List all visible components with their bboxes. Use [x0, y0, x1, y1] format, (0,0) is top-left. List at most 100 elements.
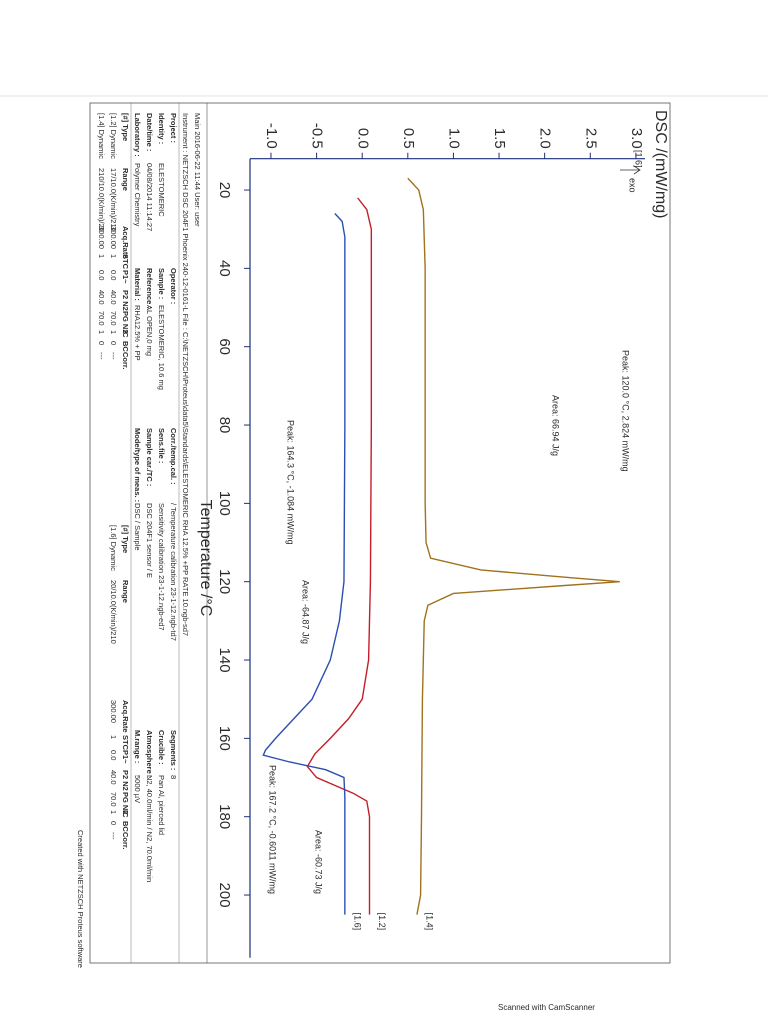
info-value: DSC 204F1 sensor / E	[145, 503, 154, 578]
table-header: [#] Type	[121, 113, 130, 141]
info-label: Crucible :	[157, 730, 166, 765]
table-header: PG N2	[121, 792, 130, 815]
table-header: P1~	[121, 750, 130, 764]
series-label: [1.6]	[352, 913, 362, 931]
x-tick-label: 20	[216, 182, 233, 199]
table-cell: 1	[109, 330, 118, 334]
info-label: Atmosphere :	[145, 730, 154, 778]
info-value: DSC / Sample	[133, 503, 142, 551]
x-tick-label: 180	[216, 804, 233, 829]
table-cell: ---	[109, 352, 118, 360]
scanner-note: Scanned with CamScanner	[498, 1003, 595, 1012]
series-label: [1.4]	[425, 913, 435, 931]
info-label: Project :	[169, 113, 178, 143]
series-line	[407, 177, 620, 915]
x-tick-label: 140	[216, 648, 233, 673]
info-label: Date/time :	[145, 113, 154, 151]
table-header: Corr.	[121, 832, 130, 850]
info-value: Pan Al, pierced lid	[157, 775, 166, 835]
y-tick-label: 1.5	[491, 128, 508, 149]
info-label: Sample car./TC :	[145, 428, 154, 486]
x-tick-label: 40	[216, 260, 233, 277]
info-label: Mode/type of meas. :	[133, 428, 142, 502]
table-cell: 70.0	[109, 311, 118, 326]
table-cell: 210/10.0(K/min)/20	[97, 168, 106, 232]
table-header: Acq.Rate	[121, 700, 130, 733]
info-label: Sens.file :	[157, 428, 166, 463]
table-header: P1~	[121, 270, 130, 284]
table-cell: 300.00	[97, 226, 106, 249]
table-header: IC	[121, 810, 130, 818]
x-tick-label: 100	[216, 491, 233, 516]
y-tick-label: 0.5	[400, 128, 417, 149]
table-cell: 0.0	[109, 270, 118, 280]
table-cell: [1.2] Dynamic	[109, 113, 118, 159]
info-label: Material :	[133, 268, 142, 301]
table-header: Range	[121, 168, 130, 191]
table-cell: 1	[109, 735, 118, 739]
info-label: Reference :	[145, 268, 154, 309]
series-label: [1.2]	[377, 913, 387, 931]
annotation: Peak: 164.3 °C, -1.084 mW/mg	[286, 420, 296, 545]
table-cell: ---	[97, 352, 106, 360]
table-cell: 0	[97, 341, 106, 345]
table-header: [#] Type	[121, 525, 130, 553]
info-value: ELESTOMERIC, 10.6 mg	[157, 305, 166, 390]
y-tick-label: 2.5	[582, 128, 599, 149]
info-value: RHA12.5% + PP	[133, 305, 142, 361]
table-cell: 1	[109, 254, 118, 258]
annotation: Area: -60.73 J/g	[314, 830, 324, 894]
y-tick-label: -1.0	[263, 123, 280, 149]
header-main: Main 2016-06-22 11:44 User: user	[193, 113, 202, 227]
info-value: ELESTOMERIC	[157, 163, 166, 217]
exo-label: exo	[628, 178, 638, 193]
y-axis-title: DSC /(mW/mg)	[652, 110, 669, 218]
table-header: Range	[121, 580, 130, 603]
x-tick-label: 120	[216, 569, 233, 594]
table-cell: 0	[109, 821, 118, 825]
info-value: 8	[169, 775, 178, 779]
info-value: AL OPEN,0 mg	[145, 305, 154, 356]
table-cell: 70.0	[97, 311, 106, 326]
table-header: P2 N2	[121, 290, 130, 311]
frame	[89, 102, 671, 964]
info-label: Identity :	[157, 113, 166, 144]
table-header: Corr.	[121, 352, 130, 370]
table-cell: 0.0	[97, 270, 106, 280]
annotation: Peak: 167.2 °C, -0.6011 mW/mg	[268, 765, 278, 894]
info-label: Corr./temp.cal. :	[169, 428, 178, 485]
footer: Created with NETZSCH Proteus software	[76, 830, 85, 968]
info-value: Polymer Chemistry	[133, 163, 142, 227]
table-cell: [1.4] Dynamic	[97, 113, 106, 159]
table-cell: 17/10.0(K/min)/210	[109, 168, 118, 232]
info-value: 5000 µV	[133, 775, 142, 803]
x-tick-label: 60	[216, 338, 233, 355]
table-header: IC	[121, 330, 130, 338]
info-value: N2, 40.0ml/min / N2, 70.0ml/min	[145, 775, 154, 882]
table-cell: 20/10.0(K/min)/210	[109, 580, 118, 644]
table-cell: 0.0	[109, 750, 118, 760]
table-header: PG N2	[121, 311, 130, 334]
table-cell: 40.0	[109, 290, 118, 305]
info-value: / Temperature calibration 23-1-12.ngb-td…	[169, 503, 178, 641]
info-label: Laboratory :	[133, 113, 142, 157]
header-instrument: Instrument : NETZSCH DSC 204F1 Phoenix 2…	[181, 113, 190, 636]
info-label: Segments :	[169, 730, 178, 770]
info-label: Operator :	[169, 268, 178, 304]
table-cell: 40.0	[109, 770, 118, 785]
table-cell: 70.0	[109, 792, 118, 807]
annotation: Area: -64.87 J/g	[301, 580, 311, 644]
info-label: Sample :	[157, 268, 166, 299]
y-tick-label: 0.0	[354, 128, 371, 149]
x-tick-label: 200	[216, 883, 233, 908]
y-tick-label: -0.5	[309, 123, 326, 149]
table-header: BC	[121, 341, 130, 352]
table-header: Acq.Rate	[121, 226, 130, 259]
y-tick-label: 2.0	[537, 128, 554, 149]
x-tick-label: 80	[216, 417, 233, 434]
table-cell: 1	[97, 254, 106, 258]
table-header: P2 N2	[121, 770, 130, 791]
table-header: BC	[121, 821, 130, 832]
exo-arrow	[620, 165, 641, 175]
